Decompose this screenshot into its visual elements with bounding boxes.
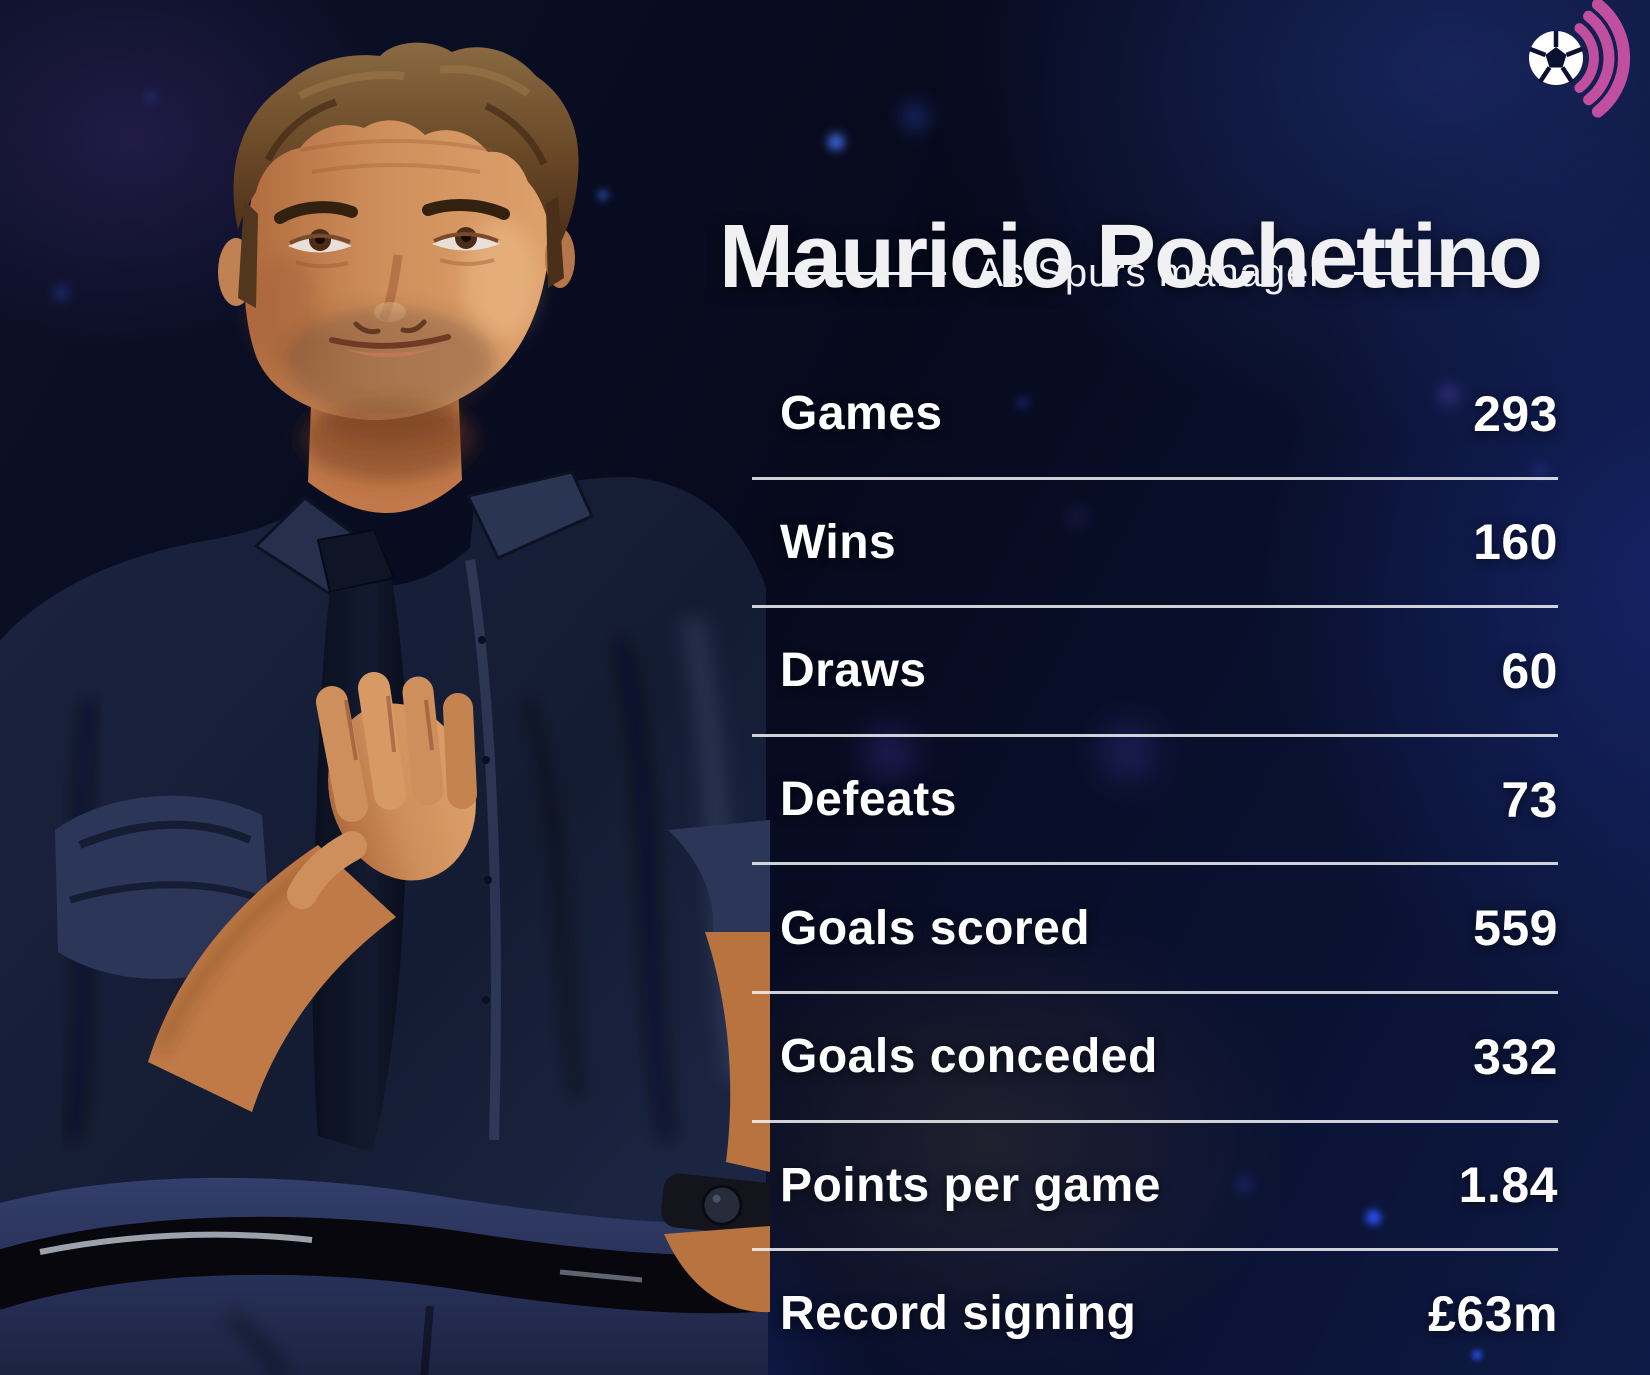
stat-row-record-signing: Record signing £63m [752,1251,1558,1375]
subtitle-rule-left [756,271,947,275]
stat-value: 73 [1501,771,1558,828]
football-icon [1529,31,1583,85]
bokeh-dot [1238,1178,1251,1191]
stat-value: 60 [1501,642,1558,699]
stat-row-wins: Wins 160 [752,480,1558,609]
stat-label: Defeats [780,773,957,827]
page-title: Mauricio Pochettino [718,207,1543,308]
bokeh-dot [1472,1350,1482,1360]
hand-on-chest [287,672,477,909]
pochettino-photo [0,42,770,1375]
bokeh-dot [1070,510,1084,524]
bokeh-dot [146,92,156,102]
stat-row-defeats: Defeats 73 [752,737,1558,866]
stat-value: £63m [1428,1285,1558,1342]
bokeh-dot [1018,398,1028,408]
stat-value: 160 [1473,514,1558,571]
stat-row-games: Games 293 [752,351,1558,480]
stat-label: Wins [780,515,897,569]
stat-label: Goals scored [780,901,1091,955]
stat-value: 1.84 [1458,1157,1558,1214]
bokeh-dot [598,190,608,200]
stat-label: Games [780,387,943,441]
stat-value: 293 [1473,385,1558,442]
bokeh-dot [828,134,844,150]
subtitle-rule-right [1353,271,1504,275]
stat-label: Goals conceded [780,1030,1158,1084]
bokeh-dot [1366,1210,1381,1225]
stats-table: Games 293 Wins 160 Draws 60 Defeats 73 G… [752,351,1558,1375]
bokeh-dot [866,730,912,776]
stat-row-goals-conceded: Goals conceded 332 [752,994,1558,1123]
stat-row-goals-scored: Goals scored 559 [752,865,1558,994]
sound-waves-icon [1574,0,1631,118]
stat-value: 559 [1473,900,1558,957]
stat-label: Draws [780,644,927,698]
stat-value: 332 [1473,1028,1558,1085]
stat-label: Points per game [780,1158,1161,1212]
bokeh-dot [902,104,928,130]
stat-row-draws: Draws 60 [752,608,1558,737]
stat-label: Record signing [780,1287,1137,1341]
bokeh-dot [1440,386,1458,404]
bokeh-dot [1534,464,1546,476]
bokeh-dot [54,286,68,300]
stat-row-points-per-game: Points per game 1.84 [752,1123,1558,1252]
watch [661,1173,770,1237]
subtitle-row: As Spurs manager [690,250,1570,296]
football-audio-logo [1529,0,1631,118]
subtitle: As Spurs manager [976,250,1324,295]
